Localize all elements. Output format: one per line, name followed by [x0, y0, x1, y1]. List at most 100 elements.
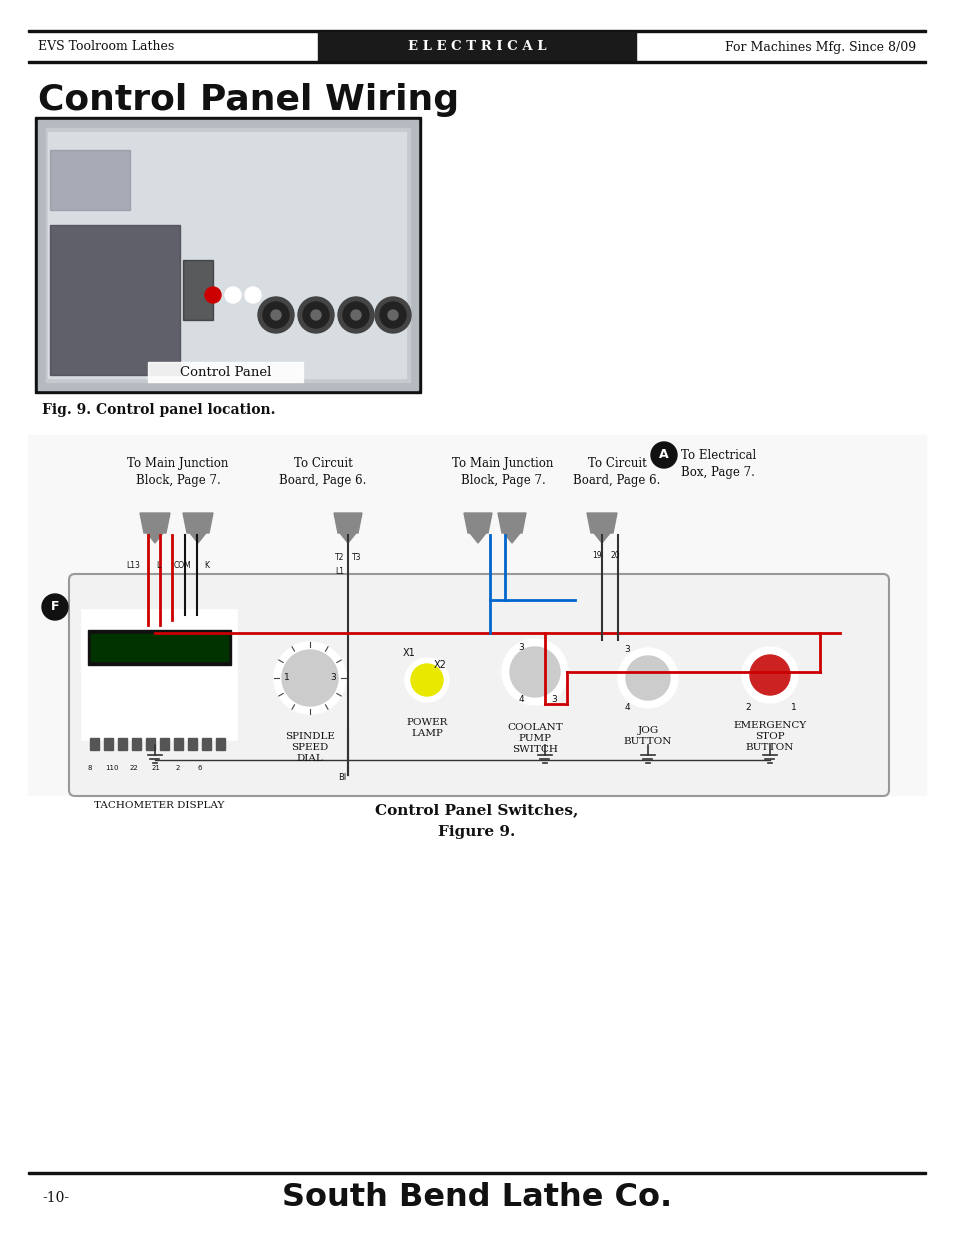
- Text: To Circuit
Board, Page 6.: To Circuit Board, Page 6.: [279, 457, 366, 487]
- Text: COOLANT
PUMP
SWITCH: COOLANT PUMP SWITCH: [507, 722, 562, 755]
- Circle shape: [388, 310, 397, 320]
- Circle shape: [297, 296, 334, 333]
- Polygon shape: [594, 534, 609, 543]
- Text: SPINDLE
SPEED
DIAL: SPINDLE SPEED DIAL: [285, 732, 335, 763]
- Text: To Circuit
Board, Page 6.: To Circuit Board, Page 6.: [573, 457, 660, 487]
- Text: 3: 3: [330, 673, 335, 683]
- Circle shape: [625, 656, 669, 700]
- Circle shape: [741, 647, 797, 703]
- Text: To Main Junction
Block, Page 7.: To Main Junction Block, Page 7.: [127, 457, 229, 487]
- Circle shape: [42, 594, 68, 620]
- Circle shape: [501, 638, 567, 705]
- Bar: [215, 739, 225, 750]
- Text: T3: T3: [352, 553, 361, 562]
- Bar: [28, 435, 925, 795]
- Circle shape: [375, 296, 411, 333]
- Bar: [183, 261, 213, 320]
- Circle shape: [618, 648, 678, 708]
- Polygon shape: [497, 513, 525, 534]
- Circle shape: [225, 287, 241, 303]
- Circle shape: [749, 655, 789, 695]
- Bar: [146, 739, 154, 750]
- Text: 110: 110: [105, 764, 118, 771]
- Text: 3: 3: [517, 642, 523, 652]
- Bar: [132, 739, 141, 750]
- Text: 6: 6: [197, 764, 202, 771]
- Text: 4: 4: [623, 703, 629, 711]
- Bar: [90, 739, 99, 750]
- Bar: [48, 132, 406, 378]
- Polygon shape: [339, 534, 355, 543]
- Text: Control Panel Switches,: Control Panel Switches,: [375, 803, 578, 818]
- Text: 20: 20: [610, 551, 619, 559]
- Text: COM: COM: [174, 561, 192, 569]
- Bar: [38, 120, 417, 390]
- Polygon shape: [140, 513, 170, 534]
- Text: JOG
BUTTON: JOG BUTTON: [623, 726, 672, 746]
- Circle shape: [351, 310, 360, 320]
- Text: To Main Junction
Block, Page 7.: To Main Junction Block, Page 7.: [452, 457, 553, 487]
- Polygon shape: [183, 513, 213, 534]
- Circle shape: [282, 650, 337, 706]
- Polygon shape: [463, 513, 492, 534]
- Bar: [91, 634, 228, 661]
- Text: K: K: [204, 561, 210, 569]
- Text: 2: 2: [744, 703, 750, 711]
- Text: To Electrical
Box, Page 7.: To Electrical Box, Page 7.: [680, 450, 756, 479]
- Bar: [188, 739, 196, 750]
- Text: A: A: [659, 448, 668, 462]
- Text: South Bend Lathe Co.: South Bend Lathe Co.: [282, 1182, 671, 1214]
- Bar: [28, 1172, 925, 1174]
- Circle shape: [379, 303, 406, 329]
- Text: 21: 21: [152, 764, 160, 771]
- FancyBboxPatch shape: [69, 574, 888, 797]
- Text: For Machines Mfg. Since 8/09: For Machines Mfg. Since 8/09: [724, 41, 915, 53]
- Text: X1: X1: [402, 648, 415, 658]
- Circle shape: [411, 664, 442, 697]
- Bar: [132, 739, 141, 750]
- Bar: [50, 225, 180, 375]
- Bar: [202, 739, 211, 750]
- Bar: [215, 739, 225, 750]
- Bar: [118, 739, 127, 750]
- Polygon shape: [586, 513, 617, 534]
- Text: 1: 1: [790, 703, 796, 711]
- Bar: [35, 117, 420, 393]
- Bar: [317, 32, 636, 62]
- Text: 3: 3: [623, 646, 629, 655]
- Text: EMERGENCY
STOP
BUTTON: EMERGENCY STOP BUTTON: [733, 721, 806, 752]
- Circle shape: [245, 287, 261, 303]
- Text: T2: T2: [335, 553, 344, 562]
- Circle shape: [205, 287, 221, 303]
- Text: 1: 1: [284, 673, 290, 683]
- Bar: [104, 739, 112, 750]
- Circle shape: [303, 303, 329, 329]
- Text: Bl: Bl: [337, 773, 346, 783]
- Text: Control Panel: Control Panel: [180, 366, 272, 378]
- Bar: [104, 739, 112, 750]
- Text: E L E C T R I C A L: E L E C T R I C A L: [407, 41, 546, 53]
- Bar: [43, 125, 413, 385]
- Circle shape: [263, 303, 289, 329]
- Bar: [28, 30, 925, 32]
- Circle shape: [343, 303, 369, 329]
- Polygon shape: [190, 534, 206, 543]
- Text: F: F: [51, 600, 59, 614]
- Circle shape: [271, 310, 281, 320]
- Text: -10-: -10-: [42, 1191, 69, 1205]
- Bar: [118, 739, 127, 750]
- Text: 19: 19: [592, 551, 601, 559]
- Bar: [50, 149, 130, 210]
- Text: L: L: [155, 561, 160, 569]
- Bar: [202, 739, 211, 750]
- Bar: [88, 630, 231, 664]
- Text: Figure 9.: Figure 9.: [437, 825, 516, 839]
- Polygon shape: [470, 534, 485, 543]
- Text: Control Panel Wiring: Control Panel Wiring: [38, 83, 458, 117]
- Bar: [82, 610, 236, 740]
- Bar: [188, 739, 196, 750]
- Bar: [82, 610, 236, 740]
- Text: X2: X2: [433, 659, 446, 671]
- Bar: [160, 739, 169, 750]
- Circle shape: [510, 647, 559, 697]
